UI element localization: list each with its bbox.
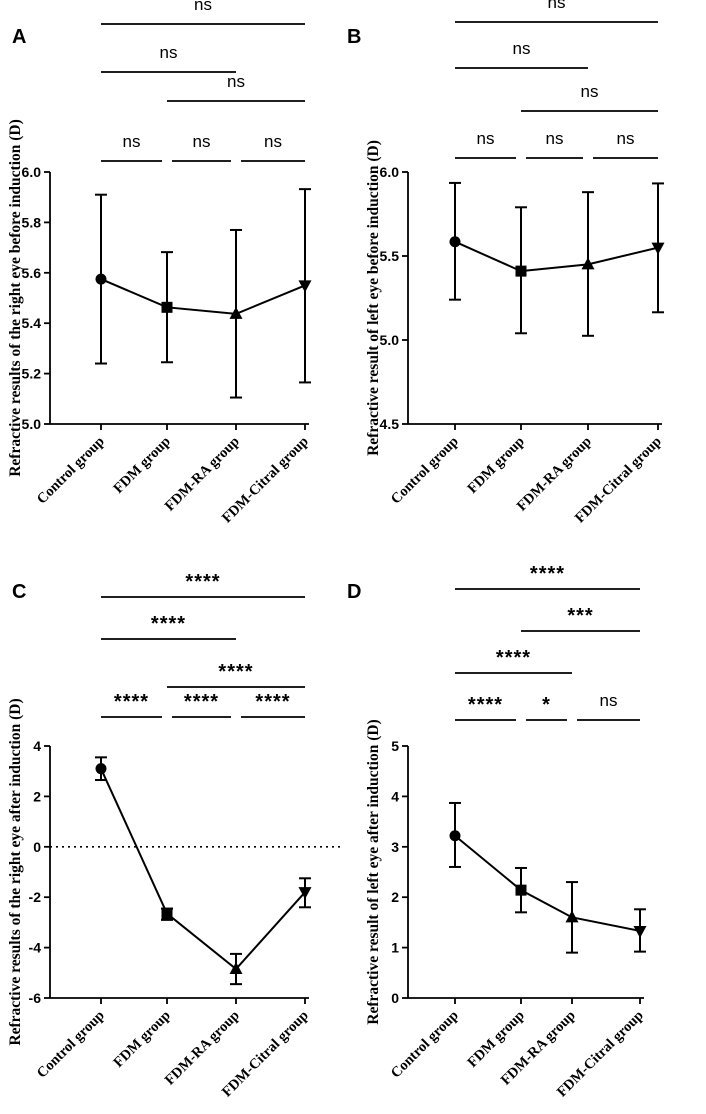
y-tick-label: 0 [391, 990, 399, 1006]
panel-letter: D [347, 581, 361, 603]
data-point-square [161, 301, 173, 313]
significance-label: *** [567, 605, 593, 627]
y-tick-label: 2 [391, 889, 399, 905]
data-point-triangle-down [298, 280, 312, 293]
significance-label: **** [185, 571, 220, 593]
significance-label: ns [548, 0, 566, 12]
y-tick-label: 6.0 [380, 164, 400, 180]
data-point-triangle-up [229, 962, 243, 975]
significance-label: **** [530, 563, 565, 585]
series-line [100, 768, 306, 971]
y-axis-label: Refractive result of left eye after indu… [365, 719, 382, 1024]
significance-label: ns [193, 132, 211, 151]
y-tick-label: 4.5 [380, 416, 400, 432]
data-point-circle [449, 830, 461, 842]
x-tick-label: FDM group [465, 434, 528, 497]
significance-label: ns [581, 82, 599, 101]
significance-label: * [542, 694, 551, 716]
panel-A: A 5.0 5.2 5.4 5.6 5.8 6.0 Control group FDM grou… [7, 0, 312, 526]
y-tick-label: -2 [29, 889, 42, 905]
y-tick-label: 5.5 [380, 248, 400, 264]
significance-label: ns [513, 39, 531, 58]
y-tick-label: 5 [391, 738, 399, 754]
data-point-triangle-down [651, 242, 665, 255]
significance-label: **** [114, 691, 149, 713]
data-point-square [515, 884, 527, 896]
data-point-circle [95, 273, 107, 285]
significance-label: **** [151, 613, 186, 635]
y-tick-label: 5.6 [22, 265, 42, 281]
significance-label: ns [160, 43, 178, 62]
significance-label: ns [546, 129, 564, 148]
x-tick-label: Control group [34, 1008, 108, 1082]
data-point-circle [95, 763, 107, 775]
series-line [454, 240, 659, 273]
significance-label: ns [617, 129, 635, 148]
y-axis-label: Refractive results of the right eye afte… [7, 698, 24, 1045]
y-axis-label: Refractive results of the right eye befo… [7, 119, 24, 477]
panel-letter: C [12, 581, 26, 603]
y-tick-label: 4 [33, 738, 41, 754]
data-point-triangle-up [229, 306, 243, 319]
x-tick-label: Control group [388, 1008, 462, 1082]
series-line [454, 834, 641, 932]
x-tick-label: FDM group [111, 1008, 174, 1071]
y-tick-label: 4 [391, 788, 399, 804]
significance-label: ns [477, 129, 495, 148]
y-tick-label: -4 [29, 940, 42, 956]
panel-letter: B [347, 26, 361, 48]
data-point-square [161, 908, 173, 920]
significance-label: ns [600, 691, 618, 710]
data-point-triangle-down [298, 887, 312, 900]
significance-label: ns [227, 72, 245, 91]
significance-label: **** [496, 647, 531, 669]
significance-label: **** [468, 694, 503, 716]
significance-label: **** [255, 691, 290, 713]
data-point-triangle-up [565, 910, 579, 923]
x-tick-label: FDM group [111, 434, 174, 497]
significance-label: **** [184, 691, 219, 713]
panel-letter: A [12, 26, 26, 48]
significance-label: ns [123, 132, 141, 151]
y-tick-label: 5.0 [380, 332, 400, 348]
y-tick-label: 2 [33, 788, 41, 804]
series-line [100, 278, 306, 315]
y-tick-label: 5.8 [22, 214, 42, 230]
data-point-triangle-down [633, 925, 647, 938]
significance-label: ns [194, 0, 212, 14]
y-tick-label: 3 [391, 839, 399, 855]
data-point-circle [449, 236, 461, 248]
y-tick-label: 5.4 [22, 315, 42, 331]
y-tick-label: -6 [29, 990, 42, 1006]
x-tick-label: Control group [34, 434, 108, 508]
y-tick-label: 0 [33, 839, 41, 855]
y-tick-label: 5.2 [22, 366, 42, 382]
x-tick-label: Control group [388, 434, 462, 508]
significance-label: ns [264, 132, 282, 151]
y-tick-label: 6.0 [22, 164, 42, 180]
y-tick-label: 1 [391, 940, 399, 956]
y-tick-label: 5.0 [22, 416, 42, 432]
y-axis-label: Refractive result of left eye before ind… [365, 140, 382, 456]
significance-label: **** [218, 661, 253, 683]
data-point-triangle-up [581, 257, 595, 270]
data-point-square [515, 265, 527, 277]
